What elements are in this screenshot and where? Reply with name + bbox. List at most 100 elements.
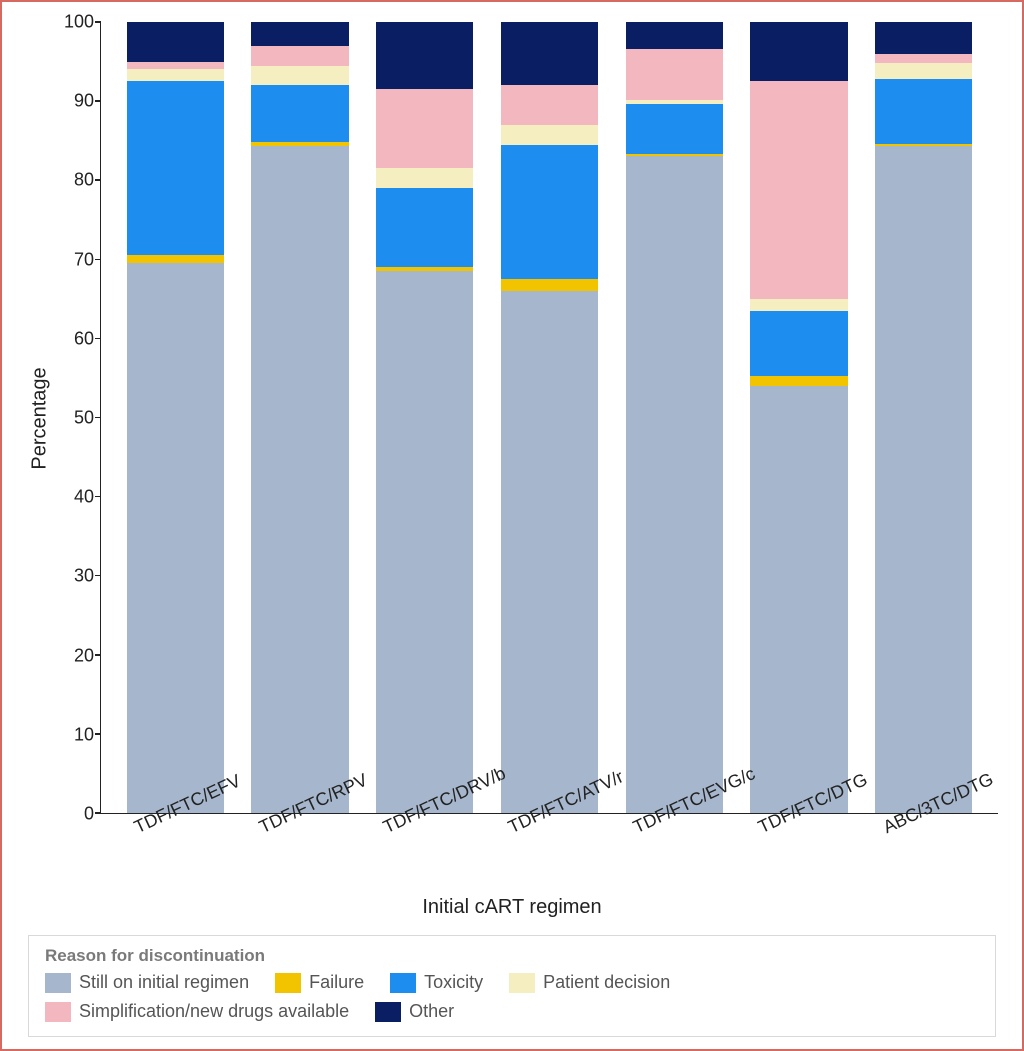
bar-segment-other — [750, 22, 847, 81]
y-tick-label: 70 — [74, 249, 94, 270]
legend-item-other: Other — [375, 1001, 454, 1022]
bar-segment-still — [127, 263, 224, 813]
plot-row: Percentage 0102030405060708090100 — [26, 22, 998, 814]
bar-segment-patient — [127, 69, 224, 81]
bar-segment-failure — [127, 255, 224, 263]
bar-segment-other — [376, 22, 473, 89]
y-tick-mark — [95, 496, 101, 498]
legend-item-toxicity: Toxicity — [390, 972, 483, 993]
legend-swatch — [390, 973, 416, 993]
y-tick-mark — [95, 417, 101, 419]
y-tick-label: 10 — [74, 724, 94, 745]
bar-segment-toxicity — [626, 104, 723, 154]
x-tick-label: TDF/FTC/DRV/b — [375, 814, 472, 904]
bar-segment-toxicity — [251, 85, 348, 142]
legend-label: Patient decision — [543, 972, 670, 993]
y-tick-label: 30 — [74, 566, 94, 587]
bar-segment-still — [251, 146, 348, 813]
x-axis-tick-row: TDF/FTC/EFV TDF/FTC/RPV TDF/FTC/DRV/b TDF/F… — [26, 814, 998, 904]
bar-segment-failure — [501, 279, 598, 291]
bar — [875, 22, 972, 813]
y-axis-tick-column: 0102030405060708090100 — [54, 22, 100, 814]
y-axis-label-wrap: Percentage — [26, 22, 54, 814]
bar-segment-simpl — [875, 54, 972, 63]
bar-segment-other — [501, 22, 598, 85]
legend-row-1: Still on initial regimen Failure Toxicity P… — [45, 972, 979, 993]
legend-label: Simplification/new drugs available — [79, 1001, 349, 1022]
bar-segment-patient — [376, 168, 473, 188]
bar-segment-failure — [750, 376, 847, 385]
x-tick-label: TDF/FTC/EVG/c — [625, 814, 722, 904]
legend-item-still: Still on initial regimen — [45, 972, 249, 993]
bar — [376, 22, 473, 813]
bar-segment-simpl — [626, 49, 723, 100]
y-tick-mark — [95, 21, 101, 23]
bar-segment-toxicity — [501, 145, 598, 279]
bar-segment-toxicity — [127, 81, 224, 255]
bar-segment-simpl — [127, 62, 224, 70]
chart-frame: Percentage 0 10 20 30 40 50 60 70 80 90 100 TDF/FT… — [0, 0, 1024, 1051]
bar-segment-simpl — [501, 85, 598, 125]
x-tick-label: ABC/3TC/DTG — [875, 814, 972, 904]
bar — [501, 22, 598, 813]
y-tick-label: 90 — [74, 91, 94, 112]
legend-swatch — [45, 1002, 71, 1022]
legend-row-2: Simplification/new drugs available Other — [45, 1001, 979, 1022]
y-tick-mark — [95, 259, 101, 261]
bar-segment-simpl — [251, 46, 348, 66]
legend-label: Other — [409, 1001, 454, 1022]
bar-segment-still — [376, 271, 473, 813]
y-tick-mark — [95, 338, 101, 340]
x-tick-label: TDF/FTC/ATV/r — [500, 814, 597, 904]
x-tick-label: TDF/FTC/RPV — [251, 814, 348, 904]
bar-segment-still — [875, 146, 972, 813]
legend-swatch — [509, 973, 535, 993]
bar-segment-simpl — [750, 81, 847, 299]
y-tick-label: 0 — [84, 804, 94, 825]
legend-item-patient: Patient decision — [509, 972, 670, 993]
bar-segment-still — [626, 156, 723, 813]
bar-segment-patient — [501, 125, 598, 145]
legend-label: Still on initial regimen — [79, 972, 249, 993]
bar-segment-patient — [750, 299, 847, 311]
bar-segment-other — [251, 22, 348, 46]
legend: Reason for discontinuation Still on init… — [28, 935, 996, 1037]
x-axis-tick-labels: TDF/FTC/EFV TDF/FTC/RPV TDF/FTC/DRV/b TDF/F… — [100, 814, 998, 904]
bar-segment-still — [501, 291, 598, 813]
y-tick-label: 80 — [74, 170, 94, 191]
bar-segment-still — [750, 386, 847, 813]
bar-segment-other — [626, 22, 723, 49]
bar-segment-other — [875, 22, 972, 54]
legend-label: Failure — [309, 972, 364, 993]
legend-item-simpl: Simplification/new drugs available — [45, 1001, 349, 1022]
x-tick-label: TDF/FTC/DTG — [750, 814, 847, 904]
bar — [127, 22, 224, 813]
legend-swatch — [375, 1002, 401, 1022]
bar-segment-patient — [251, 66, 348, 86]
legend-title: Reason for discontinuation — [45, 946, 979, 966]
y-axis-label: Percentage — [29, 367, 52, 469]
bar — [251, 22, 348, 813]
x-tick-label: TDF/FTC/EFV — [126, 814, 223, 904]
y-tick-mark — [95, 179, 101, 181]
y-tick-label: 20 — [74, 645, 94, 666]
y-tick-mark — [95, 733, 101, 735]
y-tick-label: 50 — [74, 408, 94, 429]
bar — [750, 22, 847, 813]
y-tick-mark — [95, 812, 101, 814]
bar — [626, 22, 723, 813]
bar-segment-patient — [875, 63, 972, 79]
bar-segment-simpl — [376, 89, 473, 168]
bar-segment-toxicity — [750, 311, 847, 377]
y-tick-mark — [95, 100, 101, 102]
y-tick-label: 100 — [64, 12, 94, 33]
legend-swatch — [45, 973, 71, 993]
y-tick-label: 60 — [74, 328, 94, 349]
y-tick-mark — [95, 654, 101, 656]
y-tick-mark — [95, 575, 101, 577]
y-tick-label: 40 — [74, 487, 94, 508]
legend-swatch — [275, 973, 301, 993]
bar-segment-other — [127, 22, 224, 62]
legend-label: Toxicity — [424, 972, 483, 993]
plot-area — [100, 22, 998, 814]
